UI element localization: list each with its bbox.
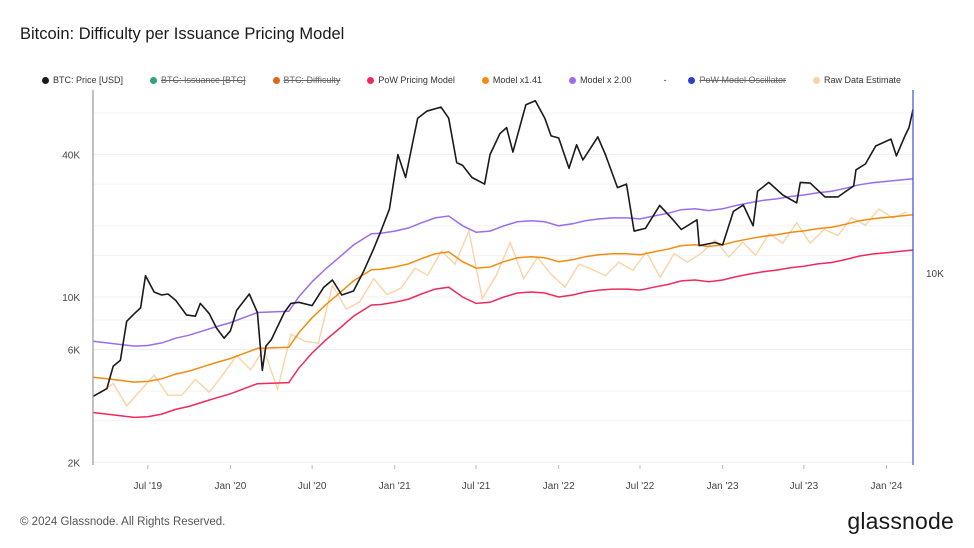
x-tick-label: Jan '24 [871,481,903,492]
x-tick-label: Jul '20 [298,481,327,492]
raw-estimate-line [98,208,907,408]
legend-item-pow-model[interactable]: PoW Pricing Model [367,75,455,85]
legend-item-separator: - [663,75,666,85]
legend-item-model-200[interactable]: Model x 2.00 [568,75,632,85]
legend-label: PoW Model Oscillator [699,75,787,85]
legend-item-price[interactable]: BTC: Price [USD] [42,75,123,85]
y-tick-label: 40K [62,151,80,162]
legend-label: BTC: Price [USD] [53,75,124,85]
legend-dot-icon [367,76,375,84]
legend-label: BTC: Issuance [BTC] [161,75,246,85]
chart-legend: BTC: Price [USD] BTC: Issuance [BTC] BTC… [42,75,901,85]
model-200-line [92,178,914,347]
chart-title: Bitcoin: Difficulty per Issuance Pricing… [20,25,345,43]
legend-dot-icon [813,76,821,84]
x-tick-label: Jan '20 [214,481,246,492]
x-tick-label: Jul '22 [626,481,655,492]
model-141-line [92,213,914,383]
legend-label: Model x1.41 [492,75,542,85]
btc-price-line [92,100,914,398]
x-tick-label: Jul '23 [790,481,819,492]
legend-label: Model x 2.00 [579,75,632,85]
x-tick-label: Jul '19 [133,481,162,492]
legend-dot-icon [688,76,696,84]
legend-label: Raw Data Estimate [824,75,902,85]
legend-label: PoW Pricing Model [378,75,455,85]
legend-dot-icon [481,76,489,84]
x-tick-label: Jan '23 [707,481,739,492]
legend-item-model-141[interactable]: Model x1.41 [481,75,542,85]
legend-item-oscillator[interactable]: PoW Model Oscillator [688,75,786,85]
legend-label: - [663,75,667,85]
pow-model-line [92,249,914,419]
y2-tick-label: 10K [926,269,944,280]
legend-item-issuance[interactable]: BTC: Issuance [BTC] [150,75,246,85]
y-tick-label: 10K [62,293,80,304]
legend-dot-icon [568,76,576,84]
legend-dot-icon [42,76,49,84]
legend-dot-icon [272,76,280,84]
y-tick-label: 2K [68,458,81,469]
x-tick-label: Jul '21 [462,481,491,492]
copyright-text: © 2024 Glassnode. All Rights Reserved. [20,516,226,528]
legend-item-difficulty[interactable]: BTC: Difficulty [272,75,341,85]
x-tick-label: Jan '21 [379,481,411,492]
legend-dot-icon [150,76,158,84]
x-tick-label: Jan '22 [543,481,575,492]
legend-item-raw-estimate[interactable]: Raw Data Estimate [813,75,901,85]
glassnode-logo: glassnode [847,508,954,534]
y-tick-label: 6K [68,346,81,357]
legend-label: BTC: Difficulty [283,75,341,85]
